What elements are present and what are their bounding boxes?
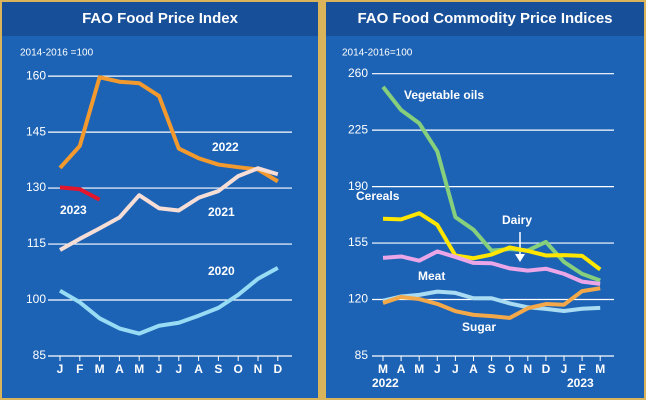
- chart-title: FAO Food Commodity Price Indices: [357, 10, 612, 27]
- y-tick-label: 115: [27, 236, 46, 250]
- y-axis-label: 2014-2016 =100: [20, 48, 94, 59]
- x-tick-label: J: [452, 362, 459, 376]
- title-band: [326, 2, 644, 36]
- series-line: [382, 249, 601, 286]
- x-tick-label: A: [397, 362, 406, 376]
- y-axis-label: 2014-2016=100: [342, 48, 413, 59]
- title-band: [2, 2, 318, 36]
- x-tick-label: J: [57, 362, 64, 376]
- series-label: 2023: [60, 203, 87, 217]
- x-tick-label: M: [378, 362, 388, 376]
- series-line: [382, 286, 601, 320]
- series-line: [58, 75, 279, 184]
- panel: [2, 2, 318, 398]
- x-tick-label: J: [434, 362, 441, 376]
- series-label: 2022: [212, 140, 239, 154]
- x-tick-label: J: [175, 362, 182, 376]
- series-line: [58, 266, 279, 336]
- x-tick-label: M: [134, 362, 144, 376]
- x-tick-label: O: [234, 362, 243, 376]
- series-label: Sugar: [462, 320, 496, 334]
- arrow-head: [515, 254, 525, 262]
- y-tick-label: 145: [26, 124, 46, 138]
- series-line: [59, 166, 279, 252]
- x-tick-label: F: [578, 362, 585, 376]
- x-tick-label: M: [414, 362, 424, 376]
- x-tick-label: N: [254, 362, 263, 376]
- x-tick-label: S: [488, 362, 496, 376]
- x-tick-label: M: [595, 362, 605, 376]
- chart-title: FAO Food Price Index: [82, 10, 239, 27]
- series-line: [382, 211, 602, 272]
- x-tick-label: N: [523, 362, 532, 376]
- x-tick-label: A: [469, 362, 478, 376]
- y-tick-label: 160: [26, 68, 46, 82]
- y-tick-label: 120: [348, 292, 368, 306]
- panel: [326, 2, 644, 398]
- x-tick-label: D: [542, 362, 551, 376]
- x-tick-label: A: [194, 362, 203, 376]
- series-label: 2020: [208, 264, 235, 278]
- series-line: [59, 185, 101, 202]
- year-label: 2023: [567, 376, 594, 390]
- x-tick-label: J: [561, 362, 568, 376]
- y-tick-label: 100: [26, 292, 46, 306]
- series-label: Vegetable oils: [404, 88, 484, 102]
- x-tick-label: S: [214, 362, 222, 376]
- x-tick-label: F: [76, 362, 83, 376]
- series-line: [381, 85, 601, 283]
- series-label: Dairy: [502, 213, 532, 227]
- y-tick-label: 85: [355, 348, 369, 362]
- year-label: 2022: [372, 376, 399, 390]
- x-tick-label: M: [95, 362, 105, 376]
- x-tick-label: A: [115, 362, 124, 376]
- y-tick-label: 85: [33, 348, 47, 362]
- x-tick-label: D: [273, 362, 282, 376]
- y-tick-label: 155: [348, 235, 368, 249]
- y-tick-label: 190: [348, 179, 368, 193]
- y-tick-label: 260: [348, 66, 368, 80]
- x-tick-label: J: [156, 362, 163, 376]
- series-label: 2021: [208, 205, 235, 219]
- series-label: Cereals: [356, 189, 400, 203]
- series-line: [382, 289, 601, 313]
- y-tick-label: 130: [26, 180, 46, 194]
- y-tick-label: 225: [348, 122, 368, 136]
- series-label: Meat: [418, 269, 445, 283]
- x-tick-label: O: [505, 362, 514, 376]
